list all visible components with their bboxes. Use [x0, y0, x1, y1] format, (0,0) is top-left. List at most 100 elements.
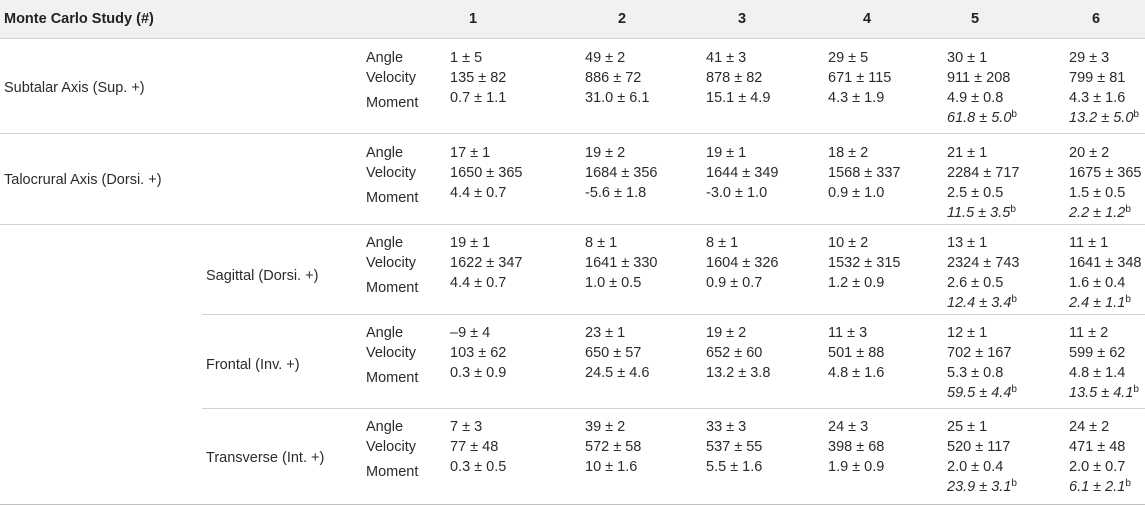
velocity-value: 398 ± 68 — [828, 439, 885, 455]
angle-value: 17 ± 1 — [450, 145, 491, 161]
moment-value: 5.5 ± 1.6 — [706, 459, 763, 475]
angle-value: 19 ± 2 — [585, 145, 626, 161]
moment-value: 4.8 ± 1.4 — [1069, 365, 1126, 381]
moment-alt-text: 59.5 ± 4.4 — [947, 385, 1012, 401]
table-cell: 17 ± 1 1650 ± 365 4.4 ± 0.7 — [450, 143, 522, 203]
moment-value: 4.4 ± 0.7 — [450, 275, 507, 291]
row-label-moment: Moment — [366, 280, 419, 296]
moment-value: 2.6 ± 0.5 — [947, 275, 1004, 291]
moment-alt-text: 12.4 ± 3.4 — [947, 295, 1012, 311]
angle-value: 20 ± 2 — [1069, 145, 1110, 161]
angle-value: 49 ± 2 — [585, 50, 626, 66]
row-label-angle: Angle — [366, 50, 404, 66]
table-cell: 29 ± 5 671 ± 115 4.3 ± 1.9 — [828, 48, 891, 108]
velocity-value: 501 ± 88 — [828, 345, 885, 361]
angle-value: 24 ± 2 — [1069, 419, 1110, 435]
velocity-value: 911 ± 208 — [947, 70, 1011, 86]
velocity-value: 702 ± 167 — [947, 345, 1012, 361]
moment-value: 2.0 ± 0.7 — [1069, 459, 1126, 475]
table-cell: 12 ± 1 702 ± 167 5.3 ± 0.8 59.5 ± 4.4b — [947, 323, 1017, 403]
velocity-value: 1644 ± 349 — [706, 165, 779, 181]
moment-alt-text: 11.5 ± 3.5 — [947, 205, 1011, 221]
footnote-mark: b — [1125, 204, 1131, 215]
moment-value: 0.3 ± 0.5 — [450, 459, 507, 475]
moment-value: -3.0 ± 1.0 — [706, 185, 768, 201]
angle-value: 24 ± 3 — [828, 419, 869, 435]
moment-value: 31.0 ± 6.1 — [585, 90, 650, 106]
moment-value: 4.8 ± 1.6 — [828, 365, 885, 381]
angle-value: 11 ± 3 — [828, 325, 868, 341]
velocity-value: 572 ± 58 — [585, 439, 642, 455]
column-header-6: 6 — [1091, 11, 1101, 27]
table-cell: 19 ± 1 1644 ± 349 -3.0 ± 1.0 — [706, 143, 778, 203]
table-cell: 19 ± 2 1684 ± 356 -5.6 ± 1.8 — [585, 143, 657, 203]
moment-value: 4.3 ± 1.9 — [828, 90, 885, 106]
angle-value: 19 ± 1 — [706, 145, 747, 161]
row-label-moment: Moment — [366, 190, 419, 206]
table-cell: 19 ± 2 652 ± 60 13.2 ± 3.8 — [706, 323, 770, 383]
velocity-value: 2284 ± 717 — [947, 165, 1020, 181]
velocity-value: 652 ± 60 — [706, 345, 763, 361]
angle-value: 18 ± 2 — [828, 145, 869, 161]
moment-value: 1.5 ± 0.5 — [1069, 185, 1126, 201]
velocity-value: 1641 ± 348 — [1069, 255, 1142, 271]
moment-value: 1.6 ± 0.4 — [1069, 275, 1126, 291]
angle-value: 10 ± 2 — [828, 235, 869, 251]
table-cell: 30 ± 1 911 ± 208 4.9 ± 0.8 61.8 ± 5.0b — [947, 48, 1017, 128]
velocity-value: 1641 ± 330 — [585, 255, 658, 271]
table-cell: 11 ± 3 501 ± 88 4.8 ± 1.6 — [828, 323, 884, 383]
row-label-velocity: Velocity — [366, 165, 416, 181]
table-cell: 11 ± 1 1641 ± 348 1.6 ± 0.4 2.4 ± 1.1b — [1069, 233, 1141, 313]
moment-value: -5.6 ± 1.8 — [585, 185, 647, 201]
moment-value: 4.9 ± 0.8 — [947, 90, 1004, 106]
column-header-5: 5 — [970, 11, 980, 27]
velocity-value: 886 ± 72 — [585, 70, 642, 86]
angle-value: 7 ± 3 — [450, 419, 483, 435]
moment-alt-value: 13.2 ± 5.0b — [1069, 108, 1139, 128]
row-label-velocity: Velocity — [366, 345, 416, 361]
moment-alt-text: 13.5 ± 4.1 — [1069, 385, 1134, 401]
moment-alt-value: 59.5 ± 4.4b — [947, 383, 1017, 403]
row-labels: Angle Velocity Moment — [366, 323, 418, 388]
moment-value: 1.9 ± 0.9 — [828, 459, 885, 475]
row-divider — [0, 224, 1145, 225]
angle-value: 8 ± 1 — [585, 235, 618, 251]
moment-value: 0.7 ± 1.1 — [450, 90, 507, 106]
angle-value: –9 ± 4 — [450, 325, 491, 341]
angle-value: 41 ± 3 — [706, 50, 747, 66]
velocity-value: 135 ± 82 — [450, 70, 507, 86]
velocity-value: 1650 ± 365 — [450, 165, 523, 181]
row-labels: Angle Velocity Moment — [366, 417, 418, 482]
column-header-1: 1 — [468, 11, 478, 27]
velocity-value: 1684 ± 356 — [585, 165, 658, 181]
table-cell: 23 ± 1 650 ± 57 24.5 ± 4.6 — [585, 323, 649, 383]
row-label-angle: Angle — [366, 235, 404, 251]
table-cell: 39 ± 2 572 ± 58 10 ± 1.6 — [585, 417, 641, 477]
sub-label: Sagittal (Dorsi. +) — [206, 268, 319, 284]
row-divider — [202, 314, 1145, 315]
moment-value: 1.2 ± 0.9 — [828, 275, 885, 291]
table-cell: 1 ± 5 135 ± 82 0.7 ± 1.1 — [450, 48, 506, 108]
header-label: Monte Carlo Study (#) — [4, 11, 154, 27]
table-cell: 49 ± 2 886 ± 72 31.0 ± 6.1 — [585, 48, 649, 108]
row-label-velocity: Velocity — [366, 255, 416, 271]
footnote-mark: b — [1125, 478, 1131, 489]
row-label-moment: Moment — [366, 464, 419, 480]
moment-value: 0.9 ± 1.0 — [828, 185, 885, 201]
velocity-value: 599 ± 62 — [1069, 345, 1126, 361]
moment-alt-value: 2.4 ± 1.1b — [1069, 293, 1141, 313]
velocity-value: 799 ± 81 — [1069, 70, 1126, 86]
velocity-value: 878 ± 82 — [706, 70, 763, 86]
velocity-value: 1568 ± 337 — [828, 165, 901, 181]
footnote-mark: b — [1125, 294, 1131, 305]
moment-value: 4.4 ± 0.7 — [450, 185, 507, 201]
velocity-value: 1675 ± 365 — [1069, 165, 1142, 181]
table-cell: 19 ± 1 1622 ± 347 4.4 ± 0.7 — [450, 233, 522, 293]
footnote-mark: b — [1011, 294, 1017, 305]
moment-alt-value: 11.5 ± 3.5b — [947, 203, 1019, 223]
velocity-value: 671 ± 115 — [828, 70, 892, 86]
moment-value: 5.3 ± 0.8 — [947, 365, 1004, 381]
angle-value: 23 ± 1 — [585, 325, 626, 341]
table-cell: 21 ± 1 2284 ± 717 2.5 ± 0.5 11.5 ± 3.5b — [947, 143, 1019, 223]
